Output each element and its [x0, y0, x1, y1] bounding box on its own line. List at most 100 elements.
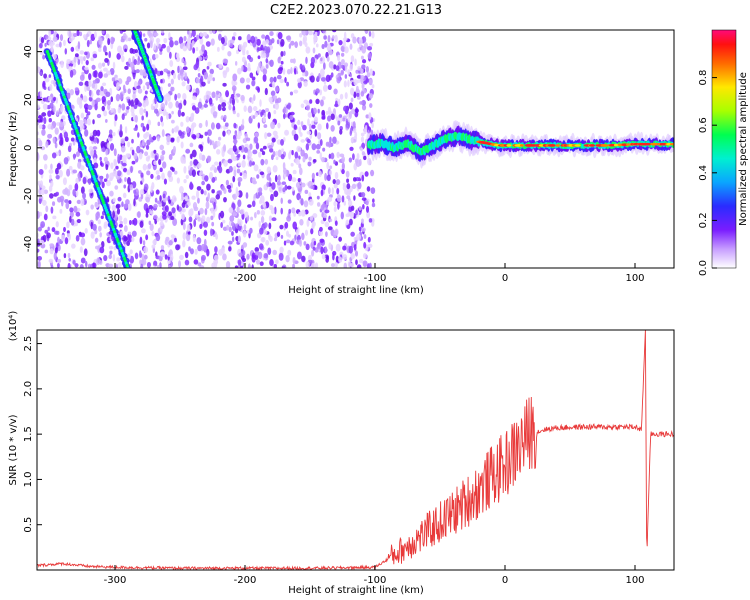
noise-speckle — [55, 174, 60, 180]
noise-speckle — [69, 69, 74, 78]
noise-speckle — [221, 106, 226, 112]
noise-speckle — [144, 90, 148, 95]
noise-speckle — [47, 226, 50, 232]
noise-speckle — [342, 245, 347, 251]
noise-speckle — [43, 189, 49, 195]
noise-speckle — [336, 187, 340, 195]
noise-speckle — [299, 132, 303, 137]
noise-speckle — [326, 174, 331, 182]
noise-speckle — [129, 61, 134, 68]
noise-speckle — [129, 220, 132, 226]
noise-speckle — [319, 89, 323, 96]
noise-speckle — [109, 133, 113, 139]
noise-speckle — [170, 261, 174, 267]
noise-speckle — [262, 145, 267, 150]
noise-speckle — [360, 136, 365, 143]
noise-speckle — [297, 81, 302, 89]
noise-speckle — [249, 143, 253, 150]
noise-speckle — [145, 110, 149, 118]
noise-speckle — [157, 121, 161, 127]
noise-speckle — [367, 52, 372, 60]
noise-speckle — [165, 236, 170, 242]
noise-speckle — [333, 88, 338, 95]
noise-speckle — [311, 143, 317, 151]
noise-speckle — [225, 90, 230, 98]
noise-speckle — [352, 153, 355, 161]
noise-speckle — [110, 108, 114, 113]
noise-speckle — [101, 62, 106, 67]
noise-speckle — [73, 205, 78, 213]
noise-speckle — [52, 36, 58, 42]
noise-speckle — [181, 58, 184, 63]
noise-speckle — [232, 110, 236, 115]
noise-speckle — [223, 114, 227, 120]
noise-speckle — [327, 106, 332, 114]
noise-speckle — [282, 113, 286, 120]
noise-speckle — [205, 41, 211, 47]
noise-speckle — [86, 111, 91, 116]
noise-speckle — [206, 65, 210, 70]
noise-speckle — [311, 124, 316, 129]
noise-speckle — [118, 223, 123, 228]
colorbar: 0.0 0.2 0.4 0.6 0.8 Normalized spectral ampl… — [698, 29, 749, 276]
noise-speckle — [276, 39, 280, 45]
noise-speckle — [121, 201, 124, 207]
noise-speckle — [260, 44, 264, 51]
noise-speckle — [292, 257, 296, 265]
noise-speckle — [355, 85, 359, 92]
noise-speckle — [97, 129, 101, 137]
noise-speckle — [127, 177, 131, 185]
noise-speckle — [356, 233, 362, 241]
noise-speckle — [317, 123, 322, 131]
noise-speckle — [336, 194, 342, 202]
noise-speckle — [239, 172, 243, 177]
noise-speckle — [274, 85, 279, 93]
noise-speckle — [314, 185, 318, 190]
noise-speckle — [321, 96, 326, 100]
noise-speckle — [300, 209, 306, 217]
noise-speckle — [172, 145, 177, 154]
noise-speckle — [177, 65, 180, 74]
noise-speckle — [70, 137, 75, 142]
noise-speckle — [300, 120, 304, 128]
noise-speckle — [361, 104, 367, 111]
noise-speckle — [61, 115, 66, 121]
noise-speckle — [221, 102, 227, 108]
noise-speckle — [89, 263, 93, 268]
noise-speckle — [39, 180, 44, 189]
noise-speckle — [159, 144, 165, 151]
noise-speckle — [121, 55, 125, 63]
noise-speckle — [354, 58, 357, 66]
noise-speckle — [80, 58, 84, 65]
noise-speckle — [343, 262, 348, 268]
noise-speckle — [277, 149, 282, 158]
noise-speckle — [171, 119, 175, 124]
noise-speckle — [124, 136, 129, 142]
noise-speckle — [169, 51, 172, 59]
noise-speckle — [213, 254, 219, 261]
noise-speckle — [86, 118, 92, 126]
noise-speckles — [37, 30, 376, 268]
noise-speckle — [205, 119, 208, 128]
noise-speckle — [82, 192, 86, 200]
noise-speckle — [146, 261, 152, 268]
noise-speckle — [106, 196, 110, 203]
noise-speckle — [146, 123, 150, 131]
noise-speckle — [118, 215, 123, 222]
noise-speckle — [147, 163, 152, 170]
noise-speckle — [115, 93, 120, 102]
noise-speckle — [365, 200, 369, 206]
noise-speckle — [231, 221, 235, 227]
noise-speckle — [274, 206, 277, 215]
noise-speckle — [73, 62, 76, 68]
noise-speckle — [358, 43, 362, 48]
noise-speckle — [206, 183, 211, 191]
noise-speckle — [130, 165, 133, 174]
noise-speckle — [266, 173, 271, 181]
noise-speckle — [212, 106, 216, 111]
noise-speckle — [345, 121, 351, 129]
noise-speckle — [160, 115, 164, 123]
noise-speckle — [108, 263, 114, 268]
noise-speckle — [55, 230, 60, 236]
noise-speckle — [80, 165, 85, 171]
